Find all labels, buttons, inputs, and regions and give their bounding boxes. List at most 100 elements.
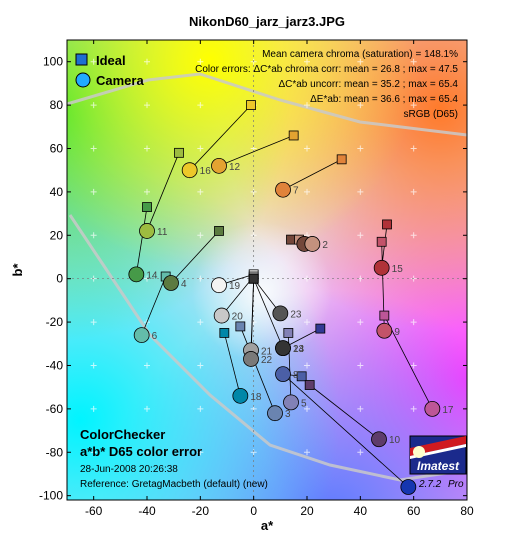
grid-marker [144,58,150,65]
patch-label: 3 [285,409,291,420]
camera-marker [128,266,145,283]
grid-marker [357,405,364,412]
x-tick-label: 0 [250,504,257,518]
y-tick-label: -20 [46,315,64,329]
grid-marker [197,145,204,152]
ideal-marker [296,371,307,382]
ideal-marker [142,202,152,212]
patch-label: 18 [250,392,262,403]
legend-ideal-marker [75,53,88,66]
grid-marker [197,58,204,65]
logo-brand: Imatest [417,459,460,473]
camera-marker [275,181,291,198]
logo-sun-icon [413,446,425,458]
patch-markers: 123456789101112131415161718192021222324 [128,100,454,495]
camera-marker [371,431,387,448]
grid-marker [410,58,417,65]
stats-delta-e: ΔE*ab: mean = 36.6 ; max = 65.4 [310,94,458,105]
y-tick-label: 100 [43,55,63,69]
patch-label: 10 [389,435,401,446]
ideal-marker [376,236,387,247]
patch-label: 11 [157,227,168,238]
ideal-marker [219,328,230,338]
ideal-marker [214,226,224,236]
x-tick-label: 60 [407,504,421,518]
legend-camera-marker [75,72,91,88]
camera-marker [283,394,299,411]
patch-label: 9 [394,327,400,338]
logo-version: 2.7.2 [418,479,442,490]
error-vector [282,373,409,488]
grid-marker [90,405,97,412]
patch-label: 7 [293,186,299,197]
x-tick-label: -60 [85,504,103,518]
grid-marker [357,362,364,369]
grid-marker [144,362,150,369]
grid-marker [90,449,97,456]
patch-label: 21 [261,346,273,357]
grid-marker [357,58,364,65]
error-vector [141,276,167,336]
error-vector [223,332,241,396]
grid-marker [304,188,310,195]
grid-marker [144,188,150,195]
x-tick-label: -20 [192,504,210,518]
ideal-marker [336,154,347,165]
error-vector [146,152,180,232]
grid-marker [197,102,204,109]
gamut-boundary-bottom [68,214,467,482]
camera-marker [133,327,150,343]
error-vector [221,276,254,316]
patch-label: 16 [200,166,212,177]
imatest-logo: Imatest 2.7.2 Pro [409,435,467,490]
grid-marker [357,449,364,456]
camera-marker [163,275,179,291]
info-subtitle: a*b* D65 color error [80,444,202,459]
grid-marker [197,188,204,195]
patch-label: 22 [261,355,273,366]
x-tick-label: 20 [300,504,314,518]
grid-marker [90,362,97,369]
ideal-marker [235,321,246,332]
grid-marker [197,449,204,456]
camera-marker [373,259,390,276]
grid-marker [197,319,204,326]
grid-marker [90,232,97,239]
error-vector [253,278,284,349]
grid-marker [304,145,310,152]
patch-label: 13 [293,344,305,355]
camera-marker [211,157,227,174]
ideal-marker [382,219,392,230]
error-vector [135,207,148,275]
patch-label: 24 [293,344,305,355]
error-vector [309,384,380,440]
legend: Ideal Camera [75,53,144,88]
ideal-marker [246,100,256,110]
patch-label: 17 [442,405,454,416]
grid-marker [357,188,364,195]
patch-label: 20 [232,312,244,323]
grid-marker [90,145,97,152]
ideal-marker [315,323,326,334]
ideal-marker [288,130,299,141]
grid-marker [410,102,417,109]
ideal-marker [283,328,294,338]
legend-ideal-label: Ideal [96,53,126,68]
grid-marker [410,405,417,412]
camera-marker [232,387,249,404]
ideal-marker [174,147,184,158]
camera-marker [139,223,155,239]
patch-label: 14 [146,270,158,281]
patch-label: 2 [322,240,328,251]
stats-colorspace: sRGB (D65) [404,109,458,120]
patch-label: 4 [181,279,187,290]
camera-marker [211,277,227,294]
camera-marker [400,479,417,495]
grid-marker [304,449,310,456]
y-tick-label: 40 [50,185,64,199]
grid-marker [357,102,364,109]
grid-marker [410,362,417,369]
y-tick-label: -100 [39,489,63,503]
grid-marker [304,362,310,369]
